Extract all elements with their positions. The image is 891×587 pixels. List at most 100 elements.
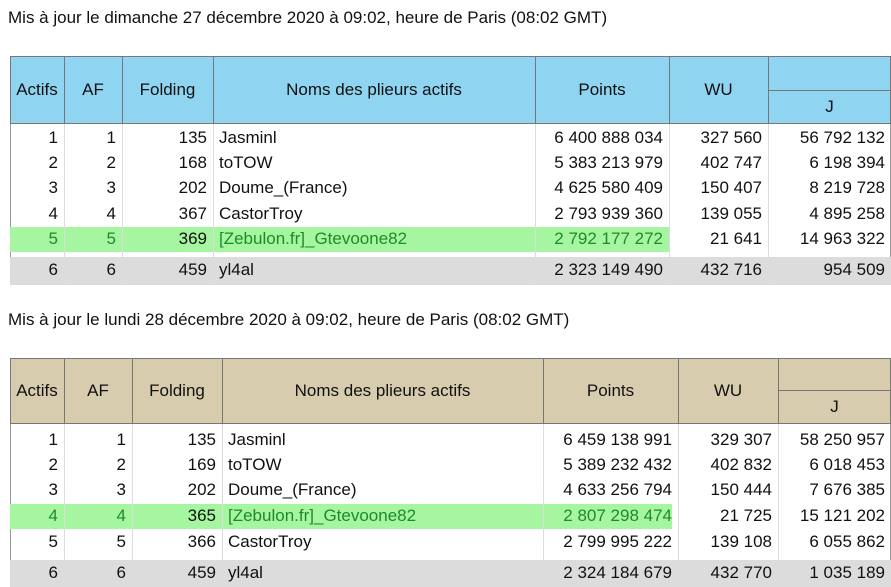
cell: 139 055 <box>700 204 762 223</box>
header-divider <box>535 56 536 124</box>
header-cell: Noms des plieurs actifs <box>286 80 462 99</box>
header-divider <box>678 358 679 424</box>
header-divider <box>122 56 123 124</box>
cell: 58 250 957 <box>799 430 885 449</box>
row-shade <box>10 257 891 285</box>
cell: 327 560 <box>700 128 762 147</box>
column-divider <box>778 424 779 587</box>
cell: 6 198 394 <box>809 153 885 172</box>
cell: 2 <box>116 455 126 474</box>
column-divider <box>222 424 223 587</box>
column-divider <box>64 124 65 285</box>
cell: 135 <box>178 128 207 147</box>
cell: 5 <box>48 532 58 551</box>
cell: 3 <box>106 178 116 197</box>
cell: 2 807 298 474 <box>563 506 672 525</box>
cell: 6 018 453 <box>809 455 885 474</box>
column-divider <box>122 124 123 285</box>
cell: 21 641 <box>710 229 762 248</box>
cell: yl4al <box>219 260 254 279</box>
subheader-line <box>778 390 891 391</box>
header-cell: WU <box>713 381 743 400</box>
cell: 5 389 232 432 <box>563 455 672 474</box>
cell: 169 <box>187 455 216 474</box>
cell: 1 <box>116 430 126 449</box>
cell: 1 <box>106 128 116 147</box>
column-divider <box>132 424 133 587</box>
column-divider <box>535 124 536 285</box>
cell: 459 <box>187 563 216 582</box>
cell: 14 963 322 <box>799 229 885 248</box>
cell: 1 035 189 <box>809 563 885 582</box>
subheader-line <box>768 90 891 91</box>
cell: 1 <box>48 430 58 449</box>
cell: 5 <box>116 532 126 551</box>
cell: 3 <box>48 480 58 499</box>
cell: 135 <box>187 430 216 449</box>
subheader-cell: J <box>830 397 839 416</box>
cell: Jasminl <box>219 128 277 147</box>
cell: 15 121 202 <box>799 506 885 525</box>
header-divider <box>213 56 214 124</box>
cell: 402 832 <box>710 455 772 474</box>
cell: 2 <box>48 153 58 172</box>
header-cell: Actifs <box>16 381 58 400</box>
cell: Doume_(France) <box>219 178 348 197</box>
header-cell: Folding <box>139 80 196 99</box>
cell: 2 <box>48 455 58 474</box>
cell: Doume_(France) <box>228 480 357 499</box>
header-divider <box>64 56 65 124</box>
cell: 56 792 132 <box>799 128 885 147</box>
update-note: Mis à jour le lundi 28 décembre 2020 à 0… <box>8 310 570 329</box>
cell: 202 <box>178 178 207 197</box>
row-shade <box>10 560 891 587</box>
cell: toTOW <box>228 455 282 474</box>
header-cell: Actifs <box>16 80 58 99</box>
cell: 6 <box>48 563 58 582</box>
cell: 4 <box>48 204 58 223</box>
cell: 8 219 728 <box>809 178 885 197</box>
cell: 369 <box>178 229 207 248</box>
row-highlight <box>10 504 672 529</box>
row-highlight <box>10 227 669 252</box>
cell: 139 108 <box>710 532 772 551</box>
column-divider <box>768 124 769 285</box>
column-divider <box>64 424 65 587</box>
cell: [Zebulon.fr]_Gtevoone82 <box>219 229 408 248</box>
header-divider <box>543 358 544 424</box>
cell: toTOW <box>219 153 273 172</box>
column-divider <box>213 124 214 285</box>
header-cell: Folding <box>149 381 205 400</box>
table-header <box>10 56 891 124</box>
cell: 2 323 149 490 <box>554 260 663 279</box>
cell: 4 633 256 794 <box>563 480 672 499</box>
cell: 6 <box>106 260 116 279</box>
cell: 168 <box>178 153 207 172</box>
cell: 2 799 995 222 <box>563 532 672 551</box>
subheader-cell: J <box>825 97 834 116</box>
cell: 4 <box>116 506 126 525</box>
cell: 367 <box>178 204 207 223</box>
cell: 4 <box>48 506 58 525</box>
cell: 3 <box>116 480 126 499</box>
cell: 2 793 939 360 <box>554 204 663 223</box>
cell: 202 <box>187 480 216 499</box>
cell: 366 <box>187 532 216 551</box>
cell: 150 407 <box>700 178 762 197</box>
cell: 4 <box>106 204 116 223</box>
header-divider <box>778 358 779 424</box>
cell: 4 625 580 409 <box>554 178 663 197</box>
cell: 6 055 862 <box>809 532 885 551</box>
header-divider <box>669 56 670 124</box>
cell: yl4al <box>228 563 263 582</box>
column-divider <box>678 424 679 587</box>
cell: 21 725 <box>720 506 772 525</box>
cell: 150 444 <box>710 480 772 499</box>
header-cell: Noms des plieurs actifs <box>294 381 471 400</box>
update-note: Mis à jour le dimanche 27 décembre 2020 … <box>8 8 608 27</box>
cell: 459 <box>178 260 207 279</box>
cell: CastorTroy <box>228 532 312 551</box>
cell: 5 <box>106 229 116 248</box>
cell: 2 324 184 679 <box>563 563 672 582</box>
